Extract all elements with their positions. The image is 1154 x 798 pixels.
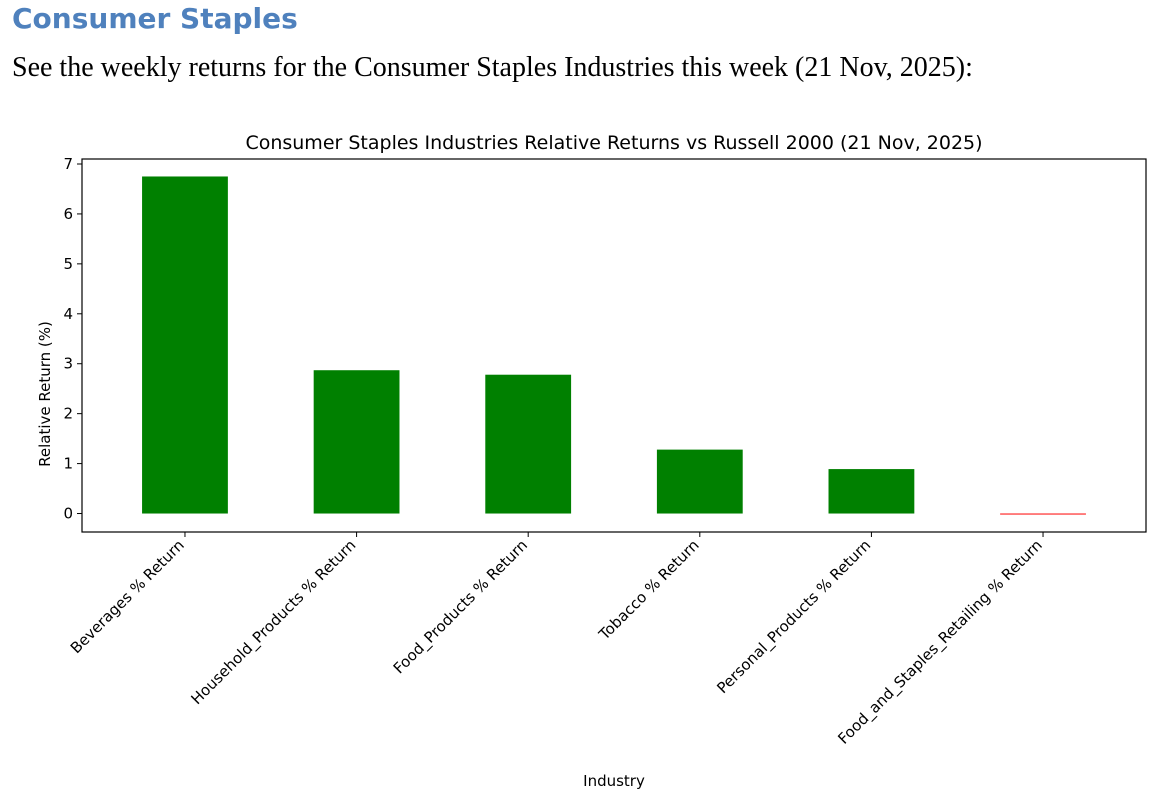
y-tick-label: 2 (63, 405, 73, 423)
y-tick-label: 4 (63, 305, 73, 323)
bar (828, 469, 915, 514)
y-tick-label: 0 (63, 505, 73, 523)
y-tick-label: 1 (63, 455, 73, 473)
y-tick-label: 3 (63, 355, 73, 373)
intro-text: See the weekly returns for the Consumer … (12, 52, 973, 83)
chart-title: Consumer Staples Industries Relative Ret… (245, 132, 982, 154)
bar (1000, 513, 1086, 515)
x-tick-label: Food_and_Staples_Retailing % Return (834, 536, 1046, 748)
bar-chart: Consumer Staples Industries Relative Ret… (36, 132, 1147, 790)
y-tick-label: 7 (63, 155, 73, 173)
x-axis-label: Industry (583, 772, 645, 790)
y-tick-label: 6 (63, 205, 73, 223)
bar (485, 374, 572, 514)
bars-group (142, 176, 1086, 515)
plot-frame (81, 158, 1147, 533)
x-tick-label: Household_Products % Return (187, 536, 360, 709)
section-heading: Consumer Staples (12, 2, 298, 35)
bar (656, 449, 743, 514)
bar (142, 176, 228, 514)
x-tick-label: Tobacco % Return (595, 536, 703, 644)
x-tick-label: Personal_Products % Return (713, 536, 875, 698)
x-tick-label: Beverages % Return (67, 536, 188, 657)
y-tick-label: 5 (63, 255, 73, 273)
x-axis-ticks: Beverages % Return Household_Products % R… (67, 532, 1047, 748)
x-tick-label: Food_Products % Return (390, 536, 532, 678)
bar (313, 370, 400, 514)
y-axis-label: Relative Return (%) (36, 321, 54, 467)
y-axis-ticks: 0 1 2 3 4 5 6 7 (63, 155, 82, 523)
